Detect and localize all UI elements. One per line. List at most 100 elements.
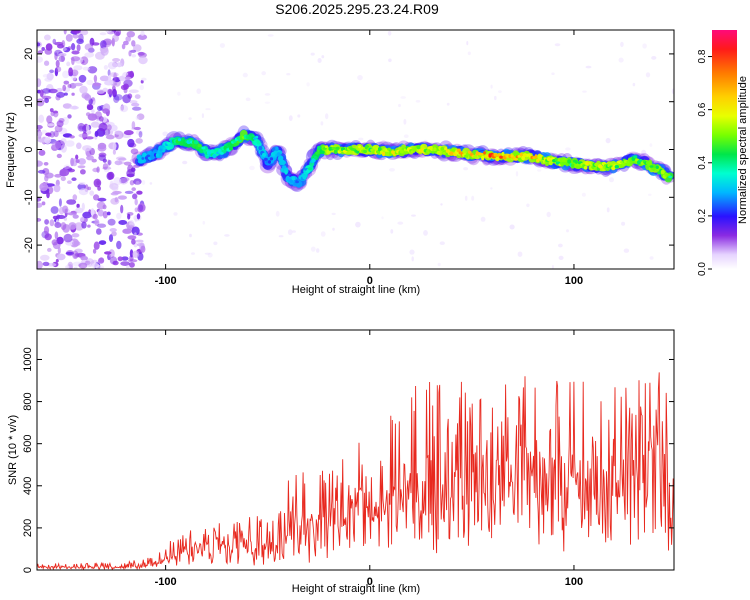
noise-blob [84, 52, 95, 58]
ridge-blob [399, 149, 404, 154]
colorbar: 0.0 0.2 0.4 0.6 0.8 Normalized spectral ampl… [697, 30, 749, 276]
noise-blob [609, 177, 614, 183]
noise-blob [94, 130, 99, 137]
noise-blob [70, 157, 74, 167]
ridge-blob [275, 146, 279, 152]
ridge-blob [278, 156, 283, 159]
ridge-blob [291, 176, 296, 181]
ridge-blob [159, 148, 163, 152]
ridge-blob [429, 145, 433, 151]
noise-blob [78, 188, 89, 196]
noise-blob [37, 78, 42, 87]
noise-blob [72, 250, 79, 260]
noise-blob [59, 206, 65, 215]
noise-blob [107, 159, 112, 166]
ridge-blob [598, 164, 603, 169]
top-y-ticks: -20 -10 0 10 20 [23, 48, 674, 253]
noise-blob [58, 55, 66, 63]
noise-blob [52, 215, 58, 220]
noise-blob [446, 102, 450, 106]
noise-blob [59, 168, 70, 177]
noise-blob [87, 66, 98, 74]
noise-blob [56, 253, 66, 261]
noise-blob [464, 195, 468, 201]
noise-blob [107, 61, 117, 70]
noise-blob [43, 226, 50, 235]
ridge-blob [193, 140, 199, 145]
ridge-blob [333, 149, 338, 154]
ridge-blob [387, 147, 391, 151]
noise-blob [98, 154, 106, 161]
noise-blob [97, 105, 103, 112]
noise-blob [62, 70, 70, 79]
noise-blob [96, 89, 105, 94]
noise-blob [37, 125, 43, 130]
noise-blob [618, 57, 624, 63]
noise-blob [136, 213, 141, 220]
ridge-blob [519, 152, 523, 157]
noise-blob [37, 56, 43, 63]
ridge-blob [276, 152, 281, 157]
noise-blob [267, 34, 274, 37]
noise-blob [138, 204, 144, 212]
noise-blob [551, 264, 554, 269]
noise-blob [98, 116, 104, 122]
noise-blob [69, 135, 75, 139]
noise-blob [131, 54, 137, 58]
noise-blob [316, 248, 320, 253]
ridge-blob [326, 150, 331, 155]
noise-blob [565, 147, 571, 151]
noise-blob [131, 40, 136, 47]
noise-blob [278, 235, 284, 238]
ridge-blob [614, 165, 619, 169]
ridge-blob [451, 147, 456, 152]
noise-blob [93, 178, 102, 188]
noise-blob [141, 180, 146, 185]
noise-blob [61, 116, 69, 126]
ridge-blob [652, 167, 656, 171]
bottom-y-ticks: 0 200 400 600 800 1000 [22, 347, 674, 573]
ridge-blob [302, 174, 307, 180]
y-tick-label: 1000 [22, 347, 34, 371]
ridge-blob [440, 147, 445, 151]
ridge-blob [363, 149, 367, 154]
noise-blob [93, 194, 100, 201]
noise-blob [128, 262, 135, 268]
noise-blob [79, 85, 88, 94]
noise-blob [56, 91, 65, 98]
noise-blob [69, 105, 79, 110]
noise-blob [67, 212, 77, 216]
noise-blob [92, 213, 98, 220]
noise-blob [95, 51, 105, 60]
ridge-blob [228, 146, 234, 151]
noise-blob [403, 118, 407, 125]
noise-blob [105, 30, 112, 33]
noise-blob [45, 43, 53, 51]
ridge-blob [269, 157, 274, 161]
noise-blob [37, 42, 41, 47]
noise-blob [92, 167, 99, 173]
ridge-blob [583, 166, 588, 170]
noise-blob [522, 147, 527, 151]
noise-blob [109, 256, 118, 265]
noise-blob [173, 212, 178, 216]
noise-blob [129, 180, 135, 186]
snr-frame [36, 329, 675, 571]
noise-blob [134, 94, 141, 99]
noise-blob [71, 30, 82, 34]
noise-blob [651, 56, 657, 60]
noise-blob [123, 83, 129, 90]
ridge-blob [255, 135, 259, 139]
ridge-blob [442, 151, 446, 155]
noise-blob [71, 92, 75, 96]
noise-blob [104, 80, 114, 86]
noise-blob [112, 58, 121, 62]
colorbar-tick-label: 0.2 [697, 209, 708, 223]
ridge-blob [431, 151, 435, 154]
noise-blob [480, 216, 486, 222]
noise-blob [91, 109, 95, 113]
noise-blob [287, 229, 293, 236]
ridge-blob [478, 152, 484, 156]
noise-blob [331, 212, 336, 216]
noise-blob [52, 110, 59, 114]
